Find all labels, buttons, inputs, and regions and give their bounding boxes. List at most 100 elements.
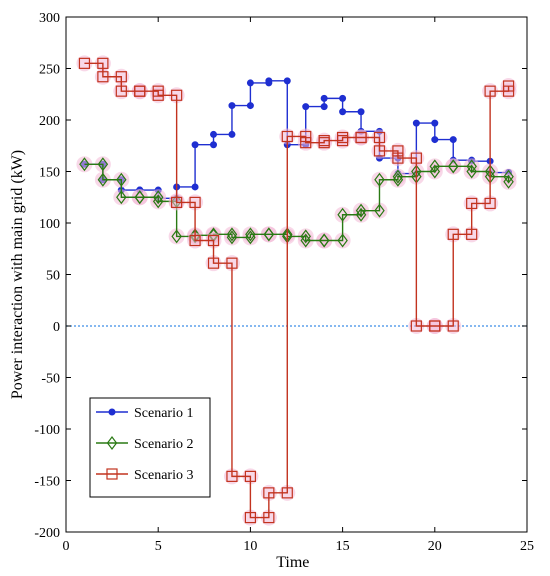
legend-swatch-point (106, 436, 118, 450)
series-layer (76, 55, 517, 526)
series-2-point (171, 229, 182, 244)
series-2-point (116, 172, 127, 187)
series-3-point (410, 152, 422, 164)
series-1-point (246, 102, 254, 110)
series-2-point (300, 233, 311, 248)
series-3-point (78, 57, 91, 69)
series-3-point (97, 57, 109, 69)
series-1-point (431, 119, 439, 127)
y-tick-label: 0 (53, 320, 60, 335)
legend-swatch-point (108, 408, 116, 416)
series-3-point (300, 137, 312, 149)
series-3-point (392, 152, 404, 164)
series-3-point (189, 234, 201, 247)
series-1-point (320, 103, 328, 111)
series-2 (76, 156, 517, 249)
series-2-point (447, 159, 459, 174)
series-3-point (189, 196, 201, 208)
series-2-point (226, 227, 238, 242)
series-1 (80, 77, 513, 202)
series-2-point (429, 159, 441, 174)
series-2-point (97, 157, 109, 172)
series-3-point (152, 89, 164, 101)
series-2-point (152, 190, 164, 205)
legend-label: Scenario 3 (134, 468, 193, 483)
series-3-point (226, 470, 238, 482)
series-3-point (244, 470, 256, 482)
x-tick-label: 5 (155, 539, 162, 554)
x-tick-label: 15 (336, 539, 350, 554)
tick-layer: 0 5 10 15 20 25 -200 -150 -100 -50 0 50 100 150 200 250… (34, 11, 534, 554)
series-1-point (228, 130, 236, 138)
series-3-point (429, 320, 441, 332)
legend-item-2: Scenario 2 (96, 436, 193, 452)
series-3-point (226, 257, 238, 269)
series-2-point (226, 230, 238, 245)
series-1-point (283, 77, 291, 85)
series-1-point (191, 183, 199, 191)
x-axis-title: Time (276, 554, 309, 571)
series-3-point (392, 145, 404, 157)
x-tick-label: 10 (243, 539, 257, 554)
series-3-point (115, 85, 127, 97)
series-1-point (265, 77, 273, 85)
series-1-point (210, 130, 218, 138)
series-1-point (339, 108, 347, 116)
series-2-point (79, 157, 90, 172)
series-2-point (97, 172, 109, 187)
series-1-point (320, 94, 328, 102)
series-2-point (466, 164, 477, 179)
series-3-point (318, 135, 330, 147)
series-3-point (484, 197, 496, 210)
series-3-point (171, 196, 183, 208)
y-tick-label: 300 (39, 11, 60, 26)
series-3-point (466, 228, 478, 240)
y-tick-label: 200 (39, 114, 60, 129)
y-axis-title: Power interaction with main grid (kW) (9, 150, 26, 399)
y-tick-label: 250 (39, 63, 60, 78)
series-3-line (84, 62, 510, 519)
series-3-point (410, 320, 422, 332)
series-2-point (503, 174, 514, 189)
series-2-point (429, 164, 441, 179)
y-tick-label: 50 (46, 269, 60, 284)
series-3-point (447, 320, 459, 332)
series-3-point (171, 89, 183, 101)
series-3-point (207, 257, 220, 269)
series-2-point (337, 207, 348, 222)
legend-item-3: Scenario 3 (96, 468, 193, 483)
y-tick-label: 100 (39, 217, 60, 232)
series-2-point (355, 203, 367, 218)
series-2-line (84, 163, 510, 242)
series-2-point (374, 203, 385, 218)
series-3-point (373, 145, 386, 157)
series-2-point (337, 233, 348, 248)
y-tick-label: 150 (39, 166, 60, 181)
y-tick-label: -50 (41, 372, 60, 387)
series-2-point (300, 229, 311, 244)
y-tick-label: -200 (34, 526, 60, 541)
series-1-point (449, 136, 457, 144)
series-2-point (374, 172, 385, 187)
legend-items: Scenario 1 Scenario 2 Scenario 3 (96, 406, 193, 483)
series-3-point (263, 511, 275, 524)
series-2-point (263, 227, 275, 242)
series-2-point (134, 190, 146, 205)
series-3-point (115, 71, 127, 83)
series-2-point (245, 227, 256, 242)
x-tick-label: 20 (428, 539, 442, 554)
series-3-point (97, 71, 109, 83)
y-tick-label: -150 (34, 475, 60, 490)
series-1-point (228, 102, 236, 110)
legend-label: Scenario 1 (134, 406, 193, 421)
series-1-point (339, 94, 347, 102)
series-3-point (263, 487, 275, 499)
y-tick-label: -100 (34, 423, 60, 438)
series-3-point (300, 130, 312, 143)
series-2-point (392, 169, 404, 184)
series-3-point (281, 487, 293, 499)
series-3-point (207, 234, 220, 247)
legend-swatch-point (106, 468, 118, 480)
